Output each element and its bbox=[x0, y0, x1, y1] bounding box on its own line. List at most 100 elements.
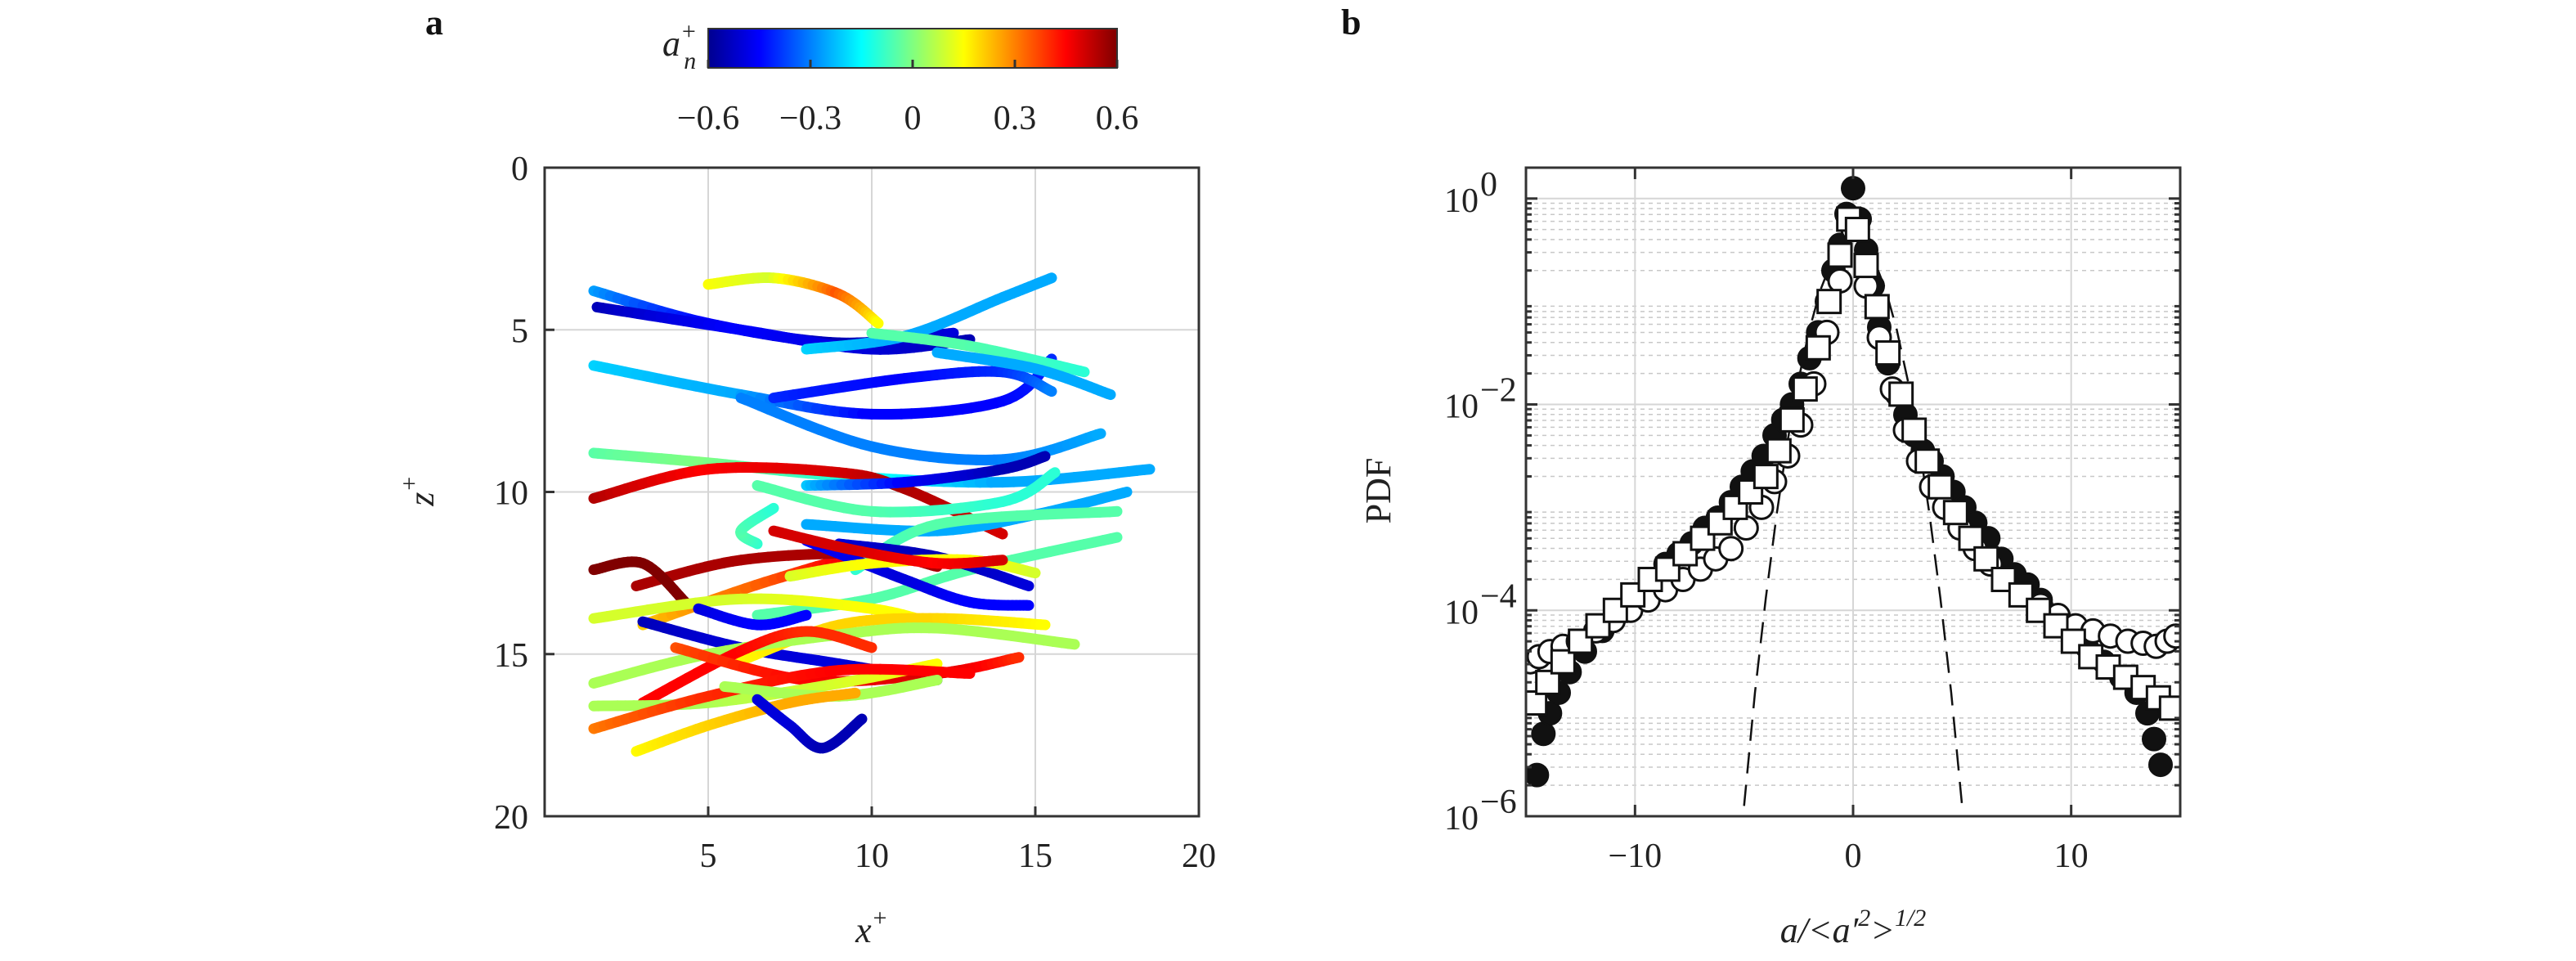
colorbar-tick-label: −0.3 bbox=[779, 100, 841, 137]
x-tick-label: 10 bbox=[2054, 838, 2089, 875]
marker-open-square bbox=[1914, 448, 1941, 474]
y-tick-label: 15 bbox=[494, 637, 528, 675]
marker-open-square bbox=[1853, 253, 1879, 279]
colorbar-tick-label: 0.3 bbox=[994, 100, 1037, 137]
panel-b-grid bbox=[1526, 168, 2180, 816]
x-tick-label: 0 bbox=[1845, 838, 1862, 875]
y-tick-label: 20 bbox=[494, 799, 528, 837]
trajectory-segment bbox=[927, 658, 943, 671]
y-tick-label: 0 bbox=[511, 150, 528, 188]
panel-label-a: a bbox=[425, 2, 443, 43]
y-tick-label: 10 bbox=[1444, 388, 1479, 426]
marker-open-square bbox=[1526, 690, 1548, 716]
trajectory bbox=[752, 694, 868, 754]
marker-filled-circle bbox=[2148, 752, 2173, 778]
marker-open-square bbox=[1779, 406, 1805, 433]
marker-filled-circle bbox=[1531, 721, 1556, 747]
trajectories bbox=[588, 272, 1156, 757]
y-tick-label: 10 bbox=[1444, 800, 1479, 838]
y-tick-exponent: −4 bbox=[1480, 577, 1517, 615]
trajectory bbox=[931, 347, 1116, 401]
y-tick-label: 10 bbox=[1444, 594, 1479, 631]
trajectory bbox=[866, 327, 1090, 378]
trajectory-segment bbox=[1106, 532, 1123, 545]
trajectory-segment bbox=[855, 713, 868, 726]
marker-filled-circle bbox=[1526, 762, 1550, 788]
trajectory bbox=[801, 451, 1051, 492]
marker-open-square bbox=[1752, 464, 1779, 490]
marker-filled-circle bbox=[2142, 726, 2166, 752]
x-tick-label: −10 bbox=[1608, 838, 1662, 875]
panel-b-ylabel: PDF bbox=[1358, 458, 1398, 524]
trajectory-segment bbox=[1102, 388, 1116, 401]
trajectory-segment bbox=[766, 502, 779, 514]
marker-open-square bbox=[1901, 417, 1928, 443]
y-tick-exponent: −2 bbox=[1480, 372, 1517, 410]
trajectory-segment bbox=[1038, 451, 1051, 463]
marker-open-square bbox=[1942, 500, 1968, 526]
marker-open-square bbox=[2158, 695, 2180, 721]
trajectory-segment bbox=[871, 317, 884, 329]
series-filled-circle bbox=[1526, 176, 2173, 788]
marker-open-square bbox=[1766, 438, 1792, 464]
trajectory bbox=[801, 272, 1057, 355]
trajectory-segment bbox=[1048, 467, 1061, 479]
trajectory-segment bbox=[960, 334, 976, 346]
y-tick-exponent: 0 bbox=[1480, 166, 1497, 204]
trajectory-segment bbox=[1091, 428, 1106, 441]
marker-open-circle bbox=[2163, 623, 2180, 649]
trajectory-segment bbox=[943, 327, 959, 339]
y-tick-label: 10 bbox=[494, 475, 528, 513]
trajectory-segment bbox=[1044, 385, 1057, 397]
marker-open-square bbox=[1864, 294, 1890, 320]
marker-open-square bbox=[1888, 381, 1914, 407]
trajectory bbox=[752, 467, 1061, 518]
panel-b-xlabel: a/<a′2>1/2 bbox=[1780, 905, 1927, 950]
trajectory-segment bbox=[1104, 505, 1123, 518]
trajectory-segment bbox=[1138, 464, 1156, 475]
marker-open-square bbox=[1550, 649, 1576, 675]
marker-open-square bbox=[1928, 474, 1954, 500]
panel-a-ylabel: z+ bbox=[396, 475, 442, 506]
trajectory-segment bbox=[993, 527, 1008, 540]
x-tick-label: 5 bbox=[700, 838, 717, 875]
x-tick-label: 10 bbox=[855, 838, 889, 875]
marker-open-square bbox=[1844, 217, 1870, 243]
trajectory bbox=[768, 366, 1057, 404]
marker-open-square bbox=[1875, 340, 1901, 366]
panel-label-b: b bbox=[1341, 2, 1361, 43]
panel-a-xlabel: x+ bbox=[855, 905, 888, 950]
marker-open-square bbox=[1816, 289, 1842, 315]
x-tick-label: 20 bbox=[1182, 838, 1216, 875]
trajectory bbox=[768, 525, 1008, 569]
marker-open-circle bbox=[1718, 536, 1744, 562]
marker-open-square bbox=[1973, 546, 1999, 572]
colorbar-tick-label: −0.6 bbox=[677, 100, 739, 137]
trajectory-segment bbox=[799, 609, 812, 622]
trajectory bbox=[588, 622, 1080, 689]
marker-filled-circle bbox=[1841, 176, 1865, 201]
panel-a: 5 10 15 20 0 5 10 15 20 x+ z+ bbox=[396, 150, 1216, 950]
colorbar-label: a+ n bbox=[662, 18, 697, 74]
panel-a-ticks: 5 10 15 20 0 5 10 15 20 bbox=[494, 150, 1216, 875]
y-tick-label: 10 bbox=[1444, 182, 1479, 220]
trajectory-segment bbox=[1044, 272, 1057, 285]
marker-open-square bbox=[1568, 628, 1594, 654]
trajectory-segment bbox=[1117, 487, 1133, 499]
colorbar-tick-label: 0 bbox=[904, 100, 922, 137]
trajectory bbox=[735, 502, 779, 550]
colorbar-ticks: −0.6 −0.3 0 0.3 0.6 bbox=[677, 60, 1138, 137]
y-tick-label: 5 bbox=[511, 312, 528, 350]
trajectory-segment bbox=[1019, 579, 1034, 591]
trajectory-segment bbox=[864, 641, 877, 653]
marker-open-square bbox=[1792, 376, 1818, 402]
trajectory bbox=[702, 272, 884, 329]
marker-open-square bbox=[1535, 669, 1561, 695]
marker-open-square bbox=[2043, 613, 2069, 639]
marker-open-square bbox=[1827, 242, 1853, 268]
marker-open-square bbox=[1958, 525, 1984, 551]
colorbar: a+ n −0.6 −0.3 0 0.3 0.6 bbox=[662, 18, 1138, 137]
